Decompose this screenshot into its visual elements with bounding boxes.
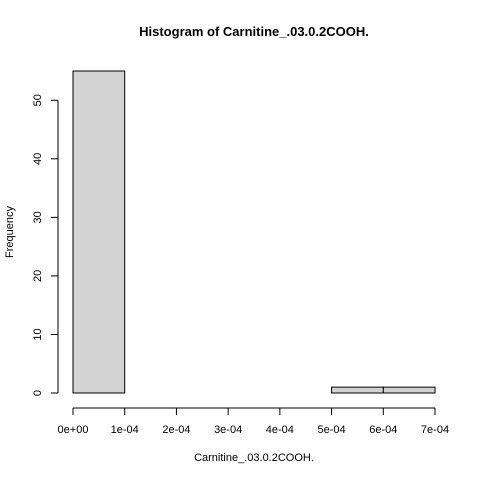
y-axis-label: Frequency: [4, 206, 16, 258]
x-axis-label: Carnitine_.03.0.2COOH.: [194, 452, 314, 464]
bars-layer: [72, 70, 436, 394]
x-tick-label-2: 2e-04: [162, 424, 190, 436]
x-tick-label-3: 3e-04: [214, 424, 242, 436]
chart-title: Histogram of Carnitine_.03.0.2COOH.: [139, 24, 369, 39]
x-axis: 0e+00 1e-04 2e-04 3e-04 4e-04 5e-04 6e-04 7e-04: [58, 407, 449, 436]
histogram-bar-0: [72, 70, 126, 394]
y-tick-label-4: 40: [32, 153, 44, 165]
histogram-bar-5: [331, 386, 384, 394]
x-tick-label-6: 6e-04: [369, 424, 397, 436]
y-tick-label-5: 50: [32, 94, 44, 106]
y-axis: 0 10 20 30 40 50: [32, 94, 59, 396]
y-tick-label-0: 0: [32, 390, 44, 396]
y-tick-label-1: 10: [32, 328, 44, 340]
x-tick-label-4: 4e-04: [266, 424, 294, 436]
histogram-bar-6: [382, 386, 436, 394]
y-tick-label-2: 20: [32, 270, 44, 282]
x-tick-label-0: 0e+00: [58, 424, 89, 436]
x-tick-label-5: 5e-04: [318, 424, 346, 436]
y-tick-label-3: 30: [32, 211, 44, 223]
x-tick-label-1: 1e-04: [111, 424, 139, 436]
x-tick-label-7: 7e-04: [421, 424, 449, 436]
